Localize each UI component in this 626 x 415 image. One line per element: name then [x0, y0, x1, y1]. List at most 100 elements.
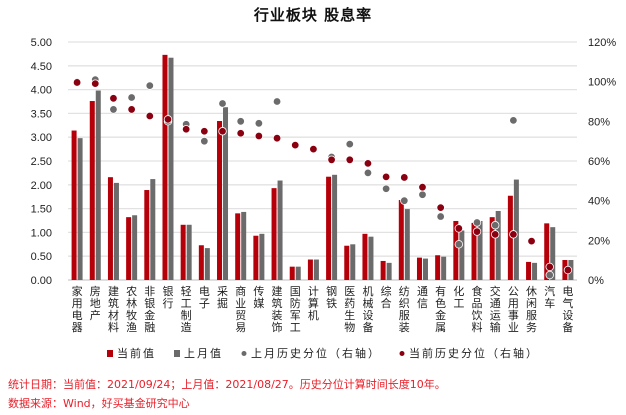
bar-last-month-value [113, 182, 119, 280]
left-tick-label: 1.50 [31, 204, 52, 216]
category-label-char: 采 [217, 285, 228, 298]
category-label: 汽车 [544, 284, 555, 310]
category-label: 电子 [199, 285, 210, 310]
right-tick-label: 80% [588, 116, 610, 128]
category-label: 房地产 [90, 285, 101, 322]
category-label-char: 服 [526, 309, 537, 322]
category-label-char: 合 [381, 296, 392, 310]
category-label-char: 业 [235, 297, 246, 310]
dot-last-month-percentile [545, 270, 554, 280]
bar-current-value [507, 195, 513, 280]
category-label-char: 闲 [526, 296, 537, 310]
dot-current-percentile [563, 265, 573, 275]
dot-current-percentile [436, 203, 445, 212]
category-label-char: 农 [126, 284, 137, 298]
bar-current-value [326, 176, 332, 280]
category-label-char: 电 [562, 285, 573, 298]
category-label-char: 金 [144, 308, 155, 322]
category-label-char: 牧 [126, 308, 137, 322]
legend-swatch [399, 351, 405, 356]
right-tick-label: 20% [588, 235, 610, 247]
bar-last-month-value [513, 179, 519, 280]
category-label-char: 筑 [272, 296, 283, 310]
legend-item: 当前值 [107, 346, 154, 360]
dot-last-month-percentile [490, 221, 500, 230]
category-label-char: 材 [108, 308, 119, 322]
bar-current-value [144, 190, 150, 280]
left-tick-label: 0.00 [31, 275, 52, 287]
dot-current-percentile [509, 230, 518, 239]
category-label: 钢铁 [326, 285, 337, 310]
bar-last-month-value [204, 248, 210, 280]
bar-last-month-value [186, 224, 192, 280]
bar-current-value [489, 217, 495, 280]
bar-last-month-value [277, 180, 283, 280]
bar-last-month-value [132, 215, 138, 280]
category-label-char: 传 [253, 285, 264, 298]
dot-current-percentile [218, 127, 227, 136]
category-label-char: 金 [435, 308, 446, 322]
category-label-char: 设 [362, 309, 373, 322]
dot-last-month-percentile [145, 81, 155, 90]
bar-last-month-value [459, 230, 465, 280]
bar-last-month-value [404, 209, 410, 280]
dot-current-percentile [400, 173, 409, 182]
category-label-char: 非 [144, 285, 155, 298]
category-label-char: 林 [126, 296, 137, 310]
category-label-char: 防 [290, 296, 301, 310]
category-label-char: 国 [290, 285, 301, 298]
bar-current-value [271, 188, 277, 280]
category-label-char: 通 [490, 297, 501, 310]
bar-last-month-value [332, 174, 338, 280]
legend-item: 上月历史分位（右轴） [241, 346, 379, 360]
category-label-char: 贸 [235, 309, 246, 322]
left-tick-label: 2.00 [31, 180, 52, 192]
dot-current-percentile [272, 133, 282, 143]
category-label-char: 信 [417, 297, 428, 310]
category-label: 综合 [381, 284, 392, 310]
bar-last-month-value [313, 259, 319, 280]
legend-swatch [241, 351, 247, 356]
bar-current-value [107, 177, 113, 280]
legend-label: 上月值 [184, 347, 223, 360]
category-label-char: 家 [72, 284, 83, 298]
category-label-char: 务 [526, 321, 537, 334]
category-label-char: 事 [508, 309, 519, 322]
dot-current-percentile [345, 155, 354, 165]
bar-current-value [217, 121, 223, 281]
category-label-char: 装 [272, 309, 283, 322]
dot-last-month-percentile [345, 139, 354, 149]
dot-current-percentile [327, 155, 336, 165]
bar-current-value [344, 245, 350, 280]
category-label-char: 产 [90, 308, 101, 322]
category-label-char: 料 [108, 320, 119, 334]
bar-current-value [198, 245, 204, 280]
dot-last-month-percentile [218, 99, 227, 108]
left-tick-label: 1.00 [31, 227, 52, 239]
category-label-char: 电 [72, 309, 83, 322]
dot-last-month-percentile [509, 116, 518, 125]
category-label-char: 品 [472, 297, 483, 310]
bar-last-month-value [495, 210, 501, 280]
category-label-char: 休 [526, 285, 537, 298]
category-label-char: 商 [235, 284, 246, 298]
category-label-char: 业 [508, 321, 519, 334]
category-label-char: 电 [199, 285, 210, 298]
bar-current-value [380, 260, 386, 280]
category-label-char: 医 [344, 285, 355, 298]
legend-item: 上月值 [174, 347, 223, 360]
bar-current-value [253, 235, 259, 280]
category-label-char: 用 [72, 297, 83, 310]
dot-last-month-percentile [436, 212, 445, 221]
bar-last-month-value [259, 233, 265, 280]
left-tick-label: 3.00 [31, 132, 52, 144]
dot-current-percentile [418, 182, 427, 192]
bar-current-value [526, 261, 532, 280]
bar-last-month-value [95, 90, 101, 280]
category-label-char: 织 [399, 297, 410, 310]
category-label-char: 机 [308, 308, 319, 322]
